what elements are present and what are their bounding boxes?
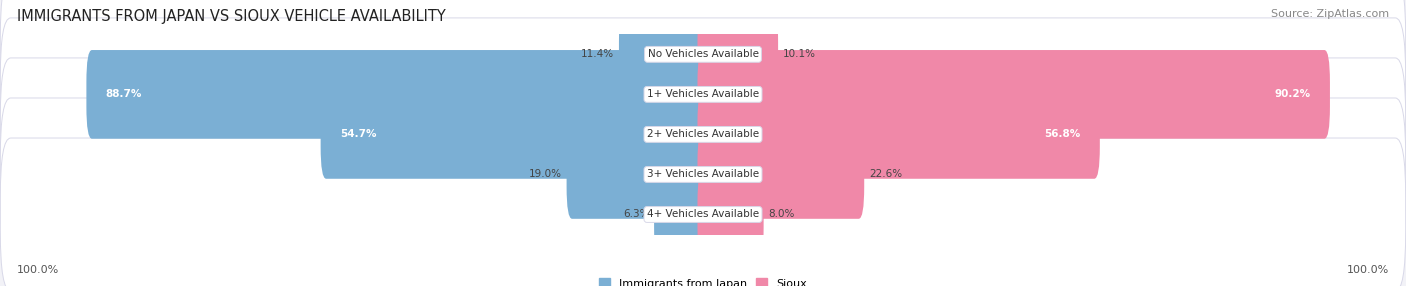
Text: 19.0%: 19.0% xyxy=(529,170,562,179)
FancyBboxPatch shape xyxy=(697,90,1099,179)
FancyBboxPatch shape xyxy=(619,10,709,99)
FancyBboxPatch shape xyxy=(0,0,1406,131)
Text: 100.0%: 100.0% xyxy=(17,265,59,275)
Text: 22.6%: 22.6% xyxy=(869,170,903,179)
FancyBboxPatch shape xyxy=(0,98,1406,251)
Text: 8.0%: 8.0% xyxy=(769,210,794,219)
Text: 88.7%: 88.7% xyxy=(105,90,142,99)
Text: 10.1%: 10.1% xyxy=(783,49,815,59)
Text: Source: ZipAtlas.com: Source: ZipAtlas.com xyxy=(1271,9,1389,19)
Text: No Vehicles Available: No Vehicles Available xyxy=(648,49,758,59)
FancyBboxPatch shape xyxy=(86,50,709,139)
Text: 4+ Vehicles Available: 4+ Vehicles Available xyxy=(647,210,759,219)
FancyBboxPatch shape xyxy=(697,50,1330,139)
FancyBboxPatch shape xyxy=(0,58,1406,211)
Text: 11.4%: 11.4% xyxy=(581,49,614,59)
Text: 3+ Vehicles Available: 3+ Vehicles Available xyxy=(647,170,759,179)
Text: 100.0%: 100.0% xyxy=(1347,265,1389,275)
Text: 54.7%: 54.7% xyxy=(340,130,377,139)
Legend: Immigrants from Japan, Sioux: Immigrants from Japan, Sioux xyxy=(595,274,811,286)
FancyBboxPatch shape xyxy=(697,10,778,99)
FancyBboxPatch shape xyxy=(654,170,709,259)
Text: IMMIGRANTS FROM JAPAN VS SIOUX VEHICLE AVAILABILITY: IMMIGRANTS FROM JAPAN VS SIOUX VEHICLE A… xyxy=(17,9,446,23)
FancyBboxPatch shape xyxy=(0,18,1406,171)
Text: 90.2%: 90.2% xyxy=(1274,90,1310,99)
FancyBboxPatch shape xyxy=(0,138,1406,286)
FancyBboxPatch shape xyxy=(567,130,709,219)
Text: 1+ Vehicles Available: 1+ Vehicles Available xyxy=(647,90,759,99)
Text: 2+ Vehicles Available: 2+ Vehicles Available xyxy=(647,130,759,139)
FancyBboxPatch shape xyxy=(321,90,709,179)
FancyBboxPatch shape xyxy=(697,170,763,259)
Text: 56.8%: 56.8% xyxy=(1045,130,1081,139)
Text: 6.3%: 6.3% xyxy=(623,210,650,219)
FancyBboxPatch shape xyxy=(697,130,865,219)
